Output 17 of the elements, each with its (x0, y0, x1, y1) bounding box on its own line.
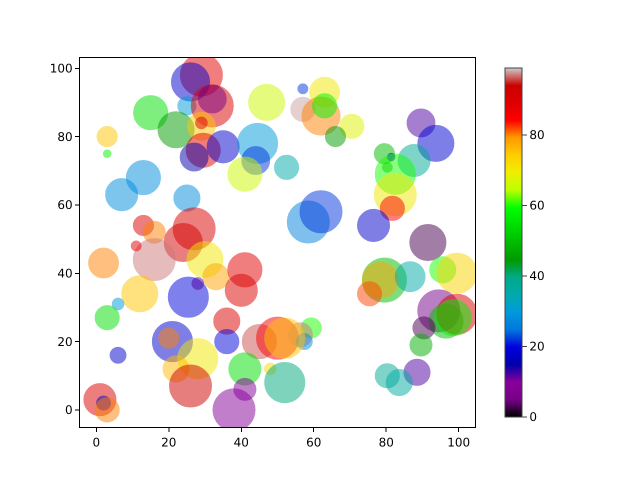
y-tick-label: 0 (64, 403, 73, 418)
color-bar-label: 80 (529, 128, 545, 142)
color-bar-label: 40 (529, 269, 545, 284)
y-tick-label: 60 (57, 198, 73, 212)
y-tick-label: 80 (57, 130, 73, 144)
y-tick-label: 20 (57, 334, 73, 349)
color-bar-label: 60 (529, 198, 545, 213)
x-tick-label: 0 (92, 435, 100, 450)
color-bar-label: 0 (529, 410, 538, 424)
x-tick-label: 20 (161, 435, 176, 450)
x-tick-label: 100 (447, 435, 470, 450)
y-tick-label: 40 (57, 266, 73, 280)
x-tick-label: 60 (306, 435, 322, 450)
x-tick-label: 80 (378, 435, 394, 450)
color-bar-label: 20 (529, 340, 545, 354)
y-tick-label: 100 (50, 61, 73, 76)
x-tick-label: 40 (234, 435, 249, 450)
